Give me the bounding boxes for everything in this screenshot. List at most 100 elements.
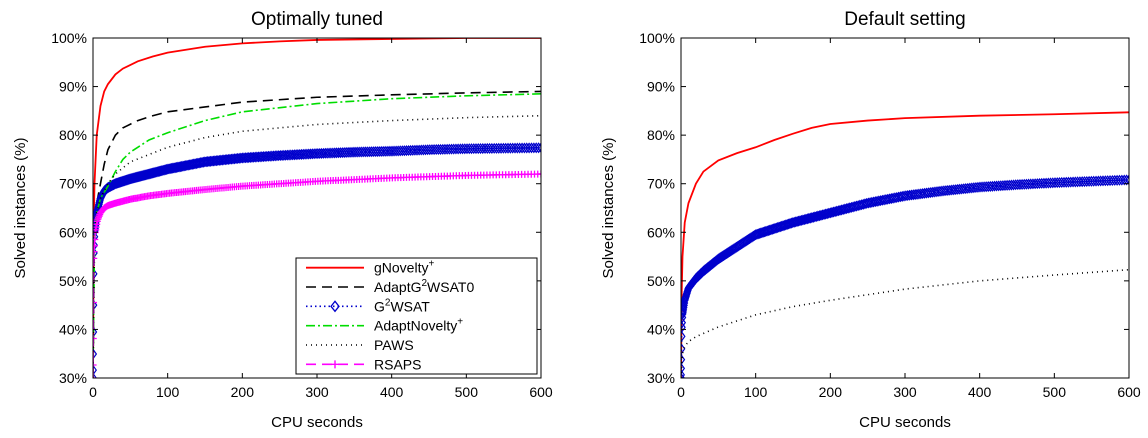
series-4 [93, 93, 541, 378]
series-line [681, 111, 1129, 378]
y-tick-label: 90% [59, 79, 87, 95]
diamond-marker [306, 148, 315, 160]
diamond-marker [916, 188, 925, 200]
x-tick-label: 400 [968, 384, 992, 400]
legend: gNovelty+ AdaptG2WSAT0 G2WSAT AdaptNovelty+… [295, 257, 538, 375]
diamond-marker [907, 189, 916, 201]
diamond-marker [302, 148, 311, 160]
y-tick-label: 100% [639, 30, 675, 46]
series-group [681, 111, 1129, 378]
x-tick-label: 300 [893, 384, 917, 400]
series-2 [93, 90, 541, 378]
y-tick-label: 50% [59, 273, 87, 289]
chart-panel-2: 0 100 200 300 400 500 600 30% 40% 50% 60% 70% 80% 90%… [600, 9, 1141, 431]
diamond-marker [930, 186, 939, 198]
diamond-marker [681, 369, 685, 378]
diamond-marker [911, 188, 920, 201]
x-tick-label: 600 [1117, 384, 1141, 400]
y-tick-label: 100% [51, 30, 87, 46]
legend-label: gNovelty+ [374, 259, 434, 276]
diamond-marker [918, 188, 927, 200]
diamond-marker [292, 149, 301, 161]
legend-label: PAWS [374, 337, 414, 353]
diamond-marker [297, 148, 306, 160]
series-3 [681, 268, 1129, 378]
diamond-marker [1011, 179, 1020, 191]
plot-frame [680, 37, 1130, 379]
x-tick-label: 0 [89, 384, 97, 400]
diamond-marker [909, 189, 918, 201]
chart-title: Optimally tuned [251, 9, 383, 30]
y-axis-label: Solved instances (%) [600, 138, 617, 279]
legend-marker [331, 360, 339, 369]
diamond-marker [428, 144, 436, 156]
y-tick-label: 70% [647, 176, 675, 192]
series-line [93, 90, 541, 378]
diamond-marker [928, 186, 937, 198]
diamond-marker [1016, 178, 1024, 191]
y-tick-label: 80% [59, 127, 87, 143]
x-axis-label: CPU seconds [859, 414, 951, 431]
diamond-marker [1005, 179, 1014, 191]
diamond-marker [278, 149, 287, 161]
series-line [93, 173, 541, 378]
diamond-marker [932, 186, 941, 198]
diamond-marker [421, 144, 430, 156]
legend-label: AdaptNovelty+ [374, 317, 463, 334]
diamond-marker [913, 188, 921, 200]
diamond-marker [423, 144, 432, 156]
diamond-marker [295, 148, 304, 161]
x-tick-label: 100 [744, 384, 768, 400]
diamond-marker [281, 149, 290, 161]
chart-panel-1: 0 100 200 300 400 500 600 30% 40% 50% 60% 70% 80% 90%… [12, 9, 553, 431]
diamond-marker [283, 149, 292, 161]
diamond-marker [537, 142, 541, 154]
y-tick-label: 40% [647, 321, 675, 337]
x-tick-label: 500 [455, 384, 479, 400]
y-tick-label: 90% [647, 79, 675, 95]
diamond-marker [430, 144, 439, 156]
y-tick-label: 60% [647, 224, 675, 240]
diamond-marker [299, 148, 308, 160]
x-tick-label: 200 [819, 384, 843, 400]
diamond-marker [286, 149, 295, 161]
diamond-marker [903, 189, 912, 202]
series-group [93, 38, 541, 378]
diamond-marker [279, 149, 288, 161]
diamond-marker [922, 187, 931, 199]
diamond-marker [301, 148, 310, 160]
series-line [681, 179, 1129, 378]
legend-box [295, 257, 538, 375]
diamond-marker [926, 187, 935, 199]
legend-label: G2WSAT [374, 297, 430, 314]
diamond-marker [432, 143, 441, 156]
diamond-marker [276, 149, 285, 162]
diamond-marker [1007, 179, 1016, 191]
diamond-marker [905, 189, 914, 201]
series-5 [93, 114, 541, 378]
series-line [681, 268, 1129, 378]
y-tick-label: 30% [647, 370, 675, 386]
legend-marker [330, 300, 340, 313]
series-line [93, 93, 541, 378]
y-tick-label: 50% [647, 273, 675, 289]
diamond-marker [1009, 179, 1018, 191]
diamond-marker [924, 187, 933, 199]
chart-title: Default setting [844, 9, 965, 30]
diamond-marker [1003, 179, 1012, 191]
y-tick-label: 60% [59, 224, 87, 240]
diamond-marker [1125, 174, 1129, 186]
legend-label: AdaptG2WSAT0 [374, 278, 474, 295]
diamond-marker [93, 372, 97, 378]
x-tick-label: 300 [305, 384, 329, 400]
x-tick-label: 0 [677, 384, 685, 400]
diamond-marker [293, 149, 302, 161]
legend-label: RSAPS [374, 356, 421, 372]
diamond-marker [434, 143, 443, 156]
diamond-marker [285, 149, 294, 161]
diamond-marker [304, 148, 313, 160]
diamond-marker [914, 188, 923, 200]
diamond-marker [288, 149, 297, 161]
